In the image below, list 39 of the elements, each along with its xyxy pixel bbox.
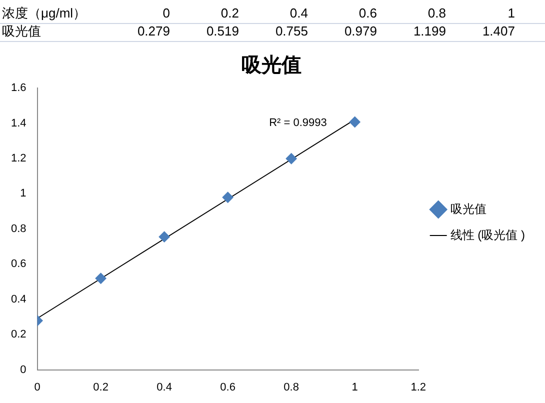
y-tick-label: 1.6 (10, 82, 26, 94)
x-tick-label: 0 (34, 381, 40, 394)
point (349, 116, 360, 128)
text: 吸光值 (2, 24, 41, 39)
y-tick-label: 0 (20, 364, 26, 376)
point (286, 153, 297, 164)
text: 0.979 (344, 24, 377, 39)
y-tick-label: 1.2 (10, 152, 26, 164)
text: 0.8 (428, 6, 446, 21)
y-tick-label: 1.4 (10, 117, 26, 130)
x-axis-title: 浓度（μg/ml） (2, 6, 86, 21)
text: 0.279 (137, 24, 170, 39)
text: 1.199 (413, 24, 446, 39)
point (222, 192, 234, 203)
x-tick-label: 0.2 (93, 381, 108, 394)
point (158, 231, 170, 242)
chart-title: 吸光值 (242, 54, 302, 77)
legend-label: 线性 (吸光值 ) (450, 228, 526, 242)
y-tick-label: 0.4 (10, 293, 26, 306)
text: 0.6 (358, 6, 377, 21)
x-tick-label: 1 (352, 381, 358, 394)
x-tick-label: 0.8 (284, 381, 299, 394)
text: 0.2 (220, 6, 239, 21)
y-tick-label: 0.8 (10, 222, 26, 235)
y-tick-label: 1 (20, 188, 26, 200)
x-tick-label: 0.6 (220, 381, 236, 394)
x-tick-label: 1.2 (410, 381, 426, 394)
text: 0 (162, 6, 170, 21)
text: 1 (508, 6, 515, 21)
x-tick-label: 0.4 (156, 381, 172, 394)
text: 0.519 (206, 24, 239, 39)
text: 1.407 (482, 24, 515, 39)
point (95, 272, 106, 284)
text: 0.755 (275, 24, 308, 39)
legend-label: 吸光值 (450, 202, 486, 216)
y-tick-label: 0.2 (10, 328, 26, 341)
y-tick-label: 0.6 (10, 258, 26, 270)
annotation: R² = 0.9993 (269, 117, 327, 130)
text: 0.4 (290, 6, 308, 21)
